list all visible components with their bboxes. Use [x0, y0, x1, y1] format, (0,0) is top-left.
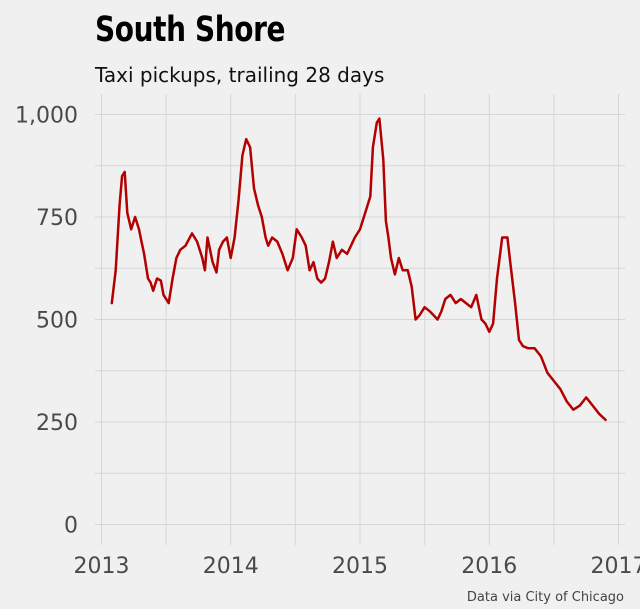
chart-caption: Data via City of Chicago — [466, 590, 624, 605]
grid-lines — [95, 94, 625, 545]
chart-title: South Shore — [95, 10, 286, 50]
y-tick-label: 1,000 — [15, 104, 78, 129]
x-tick-label: 2013 — [73, 554, 129, 579]
x-tick-label: 2014 — [203, 554, 259, 579]
y-tick-label: 500 — [36, 309, 78, 334]
series-layer — [110, 117, 607, 422]
x-tick-label: 2015 — [332, 554, 388, 579]
y-tick-label: 0 — [64, 514, 78, 539]
series-line — [110, 117, 607, 422]
chart-subtitle: Taxi pickups, trailing 28 days — [95, 63, 385, 87]
x-tick-label: 2017 — [591, 554, 640, 579]
y-tick-label: 250 — [36, 411, 78, 436]
x-tick-label: 2016 — [461, 554, 517, 579]
axis-ticks: 0 250 500 750 1,000 2013 2014 2015 2016 2017 — [15, 104, 640, 580]
y-tick-label: 750 — [36, 206, 78, 231]
